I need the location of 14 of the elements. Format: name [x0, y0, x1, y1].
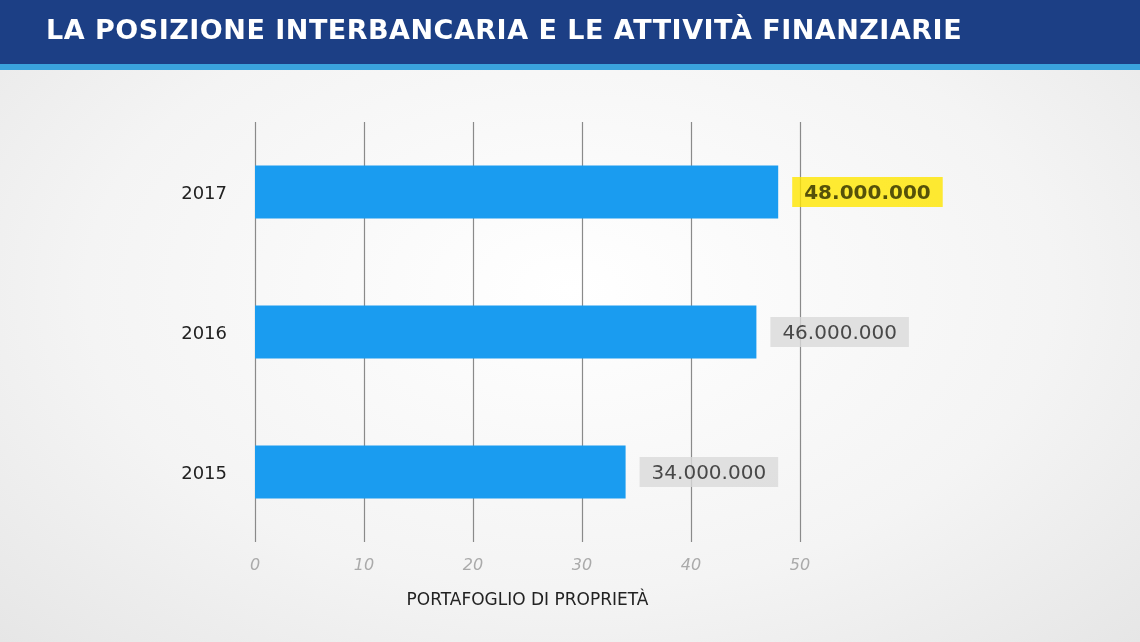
annotation: 48.000.000 [804, 180, 931, 204]
x-tick-label: 0 [249, 554, 261, 574]
x-axis-title: PORTAFOGLIO DI PROPRIETÀ [406, 587, 649, 609]
annotation: 46.000.000 [782, 320, 897, 344]
x-tick-label: 10 [353, 554, 375, 574]
x-tick-label: 30 [571, 554, 593, 574]
y-tick-label: 2015 [181, 461, 227, 483]
x-tick-label: 20 [462, 554, 484, 574]
x-tick-label: 50 [789, 554, 811, 574]
annotation: 34.000.000 [651, 460, 767, 484]
x-tick-label: 40 [680, 554, 702, 574]
y-tick-label: 2016 [181, 321, 227, 343]
chart-title: LA POSIZIONE INTERBANCARIA E LE ATTIVITÀ FINANZIARIE [46, 14, 963, 45]
y-tick-label: 2017 [181, 181, 227, 203]
